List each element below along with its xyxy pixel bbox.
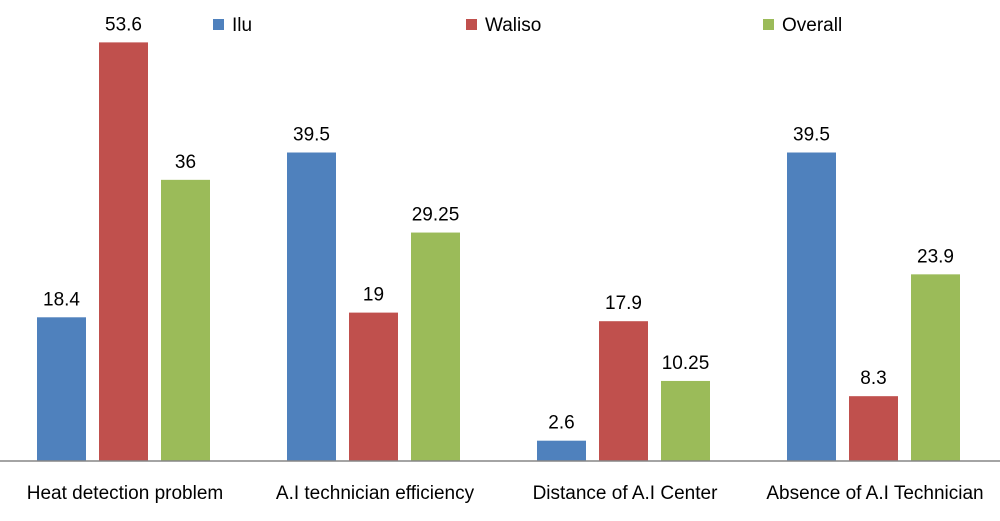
category-label-distance-of-a-i-center: Distance of A.I Center <box>533 483 718 504</box>
legend-label-ilu: Ilu <box>232 15 252 36</box>
legend-swatch-waliso <box>466 19 477 30</box>
bar-ilu-absence-of-a-i-technician <box>787 152 836 461</box>
value-label-waliso-absence-of-a-i-technician: 8.3 <box>860 368 886 389</box>
bar-ilu-heat-detection-problem <box>37 317 86 461</box>
bar-waliso-absence-of-a-i-technician <box>849 396 898 461</box>
bars-group <box>37 42 960 461</box>
bar-waliso-distance-of-a-i-center <box>599 321 648 461</box>
bar-ilu-distance-of-a-i-center <box>537 440 586 461</box>
category-label-a-i-technician-efficiency: A.I technician efficiency <box>276 483 475 504</box>
bar-overall-heat-detection-problem <box>161 179 210 461</box>
legend-label-overall: Overall <box>782 15 842 36</box>
category-label-absence-of-a-i-technician: Absence of A.I Technician <box>766 483 983 504</box>
legend-swatch-overall <box>763 19 774 30</box>
category-labels-group: Heat detection problem A.I technician eff… <box>27 483 984 504</box>
bar-overall-a-i-technician-efficiency <box>411 232 460 461</box>
legend-swatch-ilu <box>213 19 224 30</box>
value-label-ilu-a-i-technician-efficiency: 39.5 <box>293 125 330 146</box>
value-label-overall-absence-of-a-i-technician: 23.9 <box>917 246 954 267</box>
value-label-overall-heat-detection-problem: 36 <box>175 152 196 173</box>
value-label-ilu-heat-detection-problem: 18.4 <box>43 289 80 310</box>
value-label-waliso-a-i-technician-efficiency: 19 <box>363 285 384 306</box>
value-label-overall-distance-of-a-i-center: 10.25 <box>662 353 710 374</box>
category-label-heat-detection-problem: Heat detection problem <box>27 483 223 504</box>
value-label-waliso-heat-detection-problem: 53.6 <box>105 14 142 35</box>
bar-waliso-heat-detection-problem <box>99 42 148 461</box>
value-label-waliso-distance-of-a-i-center: 17.9 <box>605 293 642 314</box>
value-labels-group: 18.4 53.6 36 39.5 19 29.25 2.6 17.9 10.25 39.5 8.3… <box>43 14 954 433</box>
value-label-ilu-absence-of-a-i-technician: 39.5 <box>793 125 830 146</box>
bar-waliso-a-i-technician-efficiency <box>349 312 398 461</box>
value-label-overall-a-i-technician-efficiency: 29.25 <box>412 205 460 226</box>
legend: Ilu Waliso Overall <box>213 15 842 36</box>
bar-ilu-a-i-technician-efficiency <box>287 152 336 461</box>
legend-label-waliso: Waliso <box>485 15 541 36</box>
value-label-ilu-distance-of-a-i-center: 2.6 <box>548 413 574 434</box>
bar-overall-absence-of-a-i-technician <box>911 274 960 461</box>
bar-overall-distance-of-a-i-center <box>661 380 710 461</box>
